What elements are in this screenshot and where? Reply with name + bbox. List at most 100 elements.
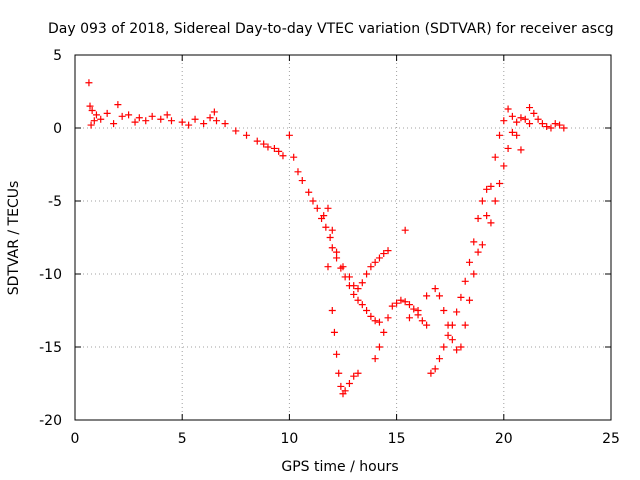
data-point [547, 124, 555, 132]
data-point [333, 254, 341, 262]
data-point [375, 318, 383, 326]
data-point [405, 301, 413, 309]
data-point [487, 219, 495, 227]
data-point [88, 106, 96, 114]
y-tick-label: -5 [48, 194, 62, 210]
data-point [371, 355, 379, 363]
data-point [380, 250, 388, 258]
data-point [478, 241, 486, 249]
data-point [526, 120, 534, 128]
data-point [397, 296, 405, 304]
data-point [470, 270, 478, 278]
data-point [305, 188, 313, 196]
data-point [354, 285, 362, 293]
data-point [270, 144, 278, 152]
data-point [97, 115, 105, 123]
data-point [487, 182, 495, 190]
data-point [504, 144, 512, 152]
tick-labels: 0 5 10 15 20 25 5 0 -5 -10 -15 -20 [39, 48, 620, 447]
data-point [328, 307, 336, 314]
data-point [401, 298, 409, 306]
data-point [414, 307, 422, 314]
data-point [504, 105, 512, 113]
data-point [380, 328, 388, 336]
data-point [448, 336, 456, 344]
plot-frame [74, 54, 612, 421]
data-point [358, 279, 366, 287]
data-point [290, 153, 298, 161]
data-point [358, 301, 366, 309]
data-point [333, 248, 341, 256]
data-point [148, 112, 156, 120]
data-point [491, 197, 499, 205]
y-tick-label: -10 [39, 267, 62, 283]
data-point [363, 307, 371, 314]
data-point [427, 369, 435, 377]
data-point [465, 296, 473, 304]
data-point [423, 292, 431, 300]
data-point [556, 121, 564, 129]
data-point [526, 104, 534, 112]
data-point [163, 111, 171, 119]
data-point [435, 292, 443, 300]
data-point [324, 263, 332, 271]
data-point [384, 314, 392, 322]
x-tick-label: 0 [71, 431, 80, 447]
data-point [142, 117, 150, 125]
data-point [371, 258, 379, 266]
data-point [465, 258, 473, 266]
data-point [326, 234, 334, 241]
data-point [131, 118, 139, 126]
data-point [521, 115, 529, 123]
data-point [279, 152, 287, 160]
data-point [110, 120, 118, 128]
data-point [333, 350, 341, 358]
data-point [534, 115, 542, 123]
data-point [339, 263, 347, 271]
data-point [185, 121, 193, 129]
data-point [508, 112, 516, 120]
data-point [375, 343, 383, 351]
data-point [309, 197, 317, 205]
data-point [431, 365, 439, 373]
data-point [388, 302, 396, 310]
data-point [363, 270, 371, 278]
data-point [367, 263, 375, 271]
data-point [517, 146, 525, 154]
data-point [384, 247, 392, 255]
data-point [435, 355, 443, 363]
data-marks [85, 79, 568, 398]
data-point [232, 127, 240, 135]
data-point [453, 308, 461, 316]
y-tick-label: -20 [39, 413, 62, 429]
data-point [431, 285, 439, 293]
data-point [530, 109, 538, 117]
data-point [206, 114, 214, 122]
data-point [496, 131, 504, 139]
data-point [210, 108, 218, 116]
data-point [513, 131, 521, 139]
x-tick-label: 15 [388, 431, 406, 447]
data-point [322, 223, 330, 231]
y-tick-label: 5 [53, 48, 62, 64]
data-point [367, 312, 375, 320]
data-point [440, 343, 448, 351]
data-point [90, 117, 98, 125]
data-point [298, 177, 306, 185]
y-tick-label: 0 [53, 121, 62, 137]
data-point [294, 168, 302, 176]
data-point [135, 114, 143, 122]
data-point [313, 204, 321, 212]
data-point [330, 328, 338, 336]
data-point [393, 299, 401, 307]
data-point [328, 244, 336, 252]
data-point [551, 120, 559, 128]
data-point [354, 369, 362, 377]
data-point [448, 321, 456, 329]
data-point [453, 346, 461, 354]
data-point [178, 118, 186, 126]
data-point [103, 109, 111, 117]
data-point [375, 254, 383, 262]
data-point [461, 321, 469, 329]
